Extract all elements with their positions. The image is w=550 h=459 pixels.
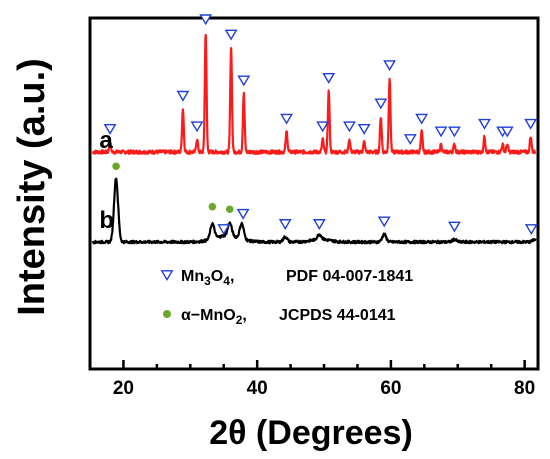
plot-frame bbox=[88, 16, 540, 371]
legend-ref-amno2: JCPDS 44-0141 bbox=[279, 307, 396, 324]
mn3o4-peak-marker bbox=[199, 14, 213, 26]
x-axis-title: 2θ (Degrees) bbox=[209, 414, 413, 452]
mn3o4-peak-marker bbox=[374, 98, 388, 110]
mn3o4-peak-marker bbox=[524, 118, 538, 130]
mn3o4-peak-marker bbox=[217, 224, 231, 236]
mn3o4-peak-marker bbox=[237, 75, 251, 87]
mn3o4-peak-marker bbox=[316, 121, 330, 133]
subscript: 3 bbox=[204, 274, 211, 288]
subscript: 4 bbox=[223, 274, 230, 288]
amno2-peak-marker bbox=[112, 162, 120, 171]
formula-part: O bbox=[211, 268, 223, 285]
legend-triangle-icon bbox=[160, 270, 174, 282]
series-line-b bbox=[91, 177, 537, 245]
mn3o4-peak-marker bbox=[176, 90, 190, 102]
legend-label-mn3o4: Mn3O4, bbox=[181, 268, 234, 288]
mn3o4-peak-marker bbox=[190, 121, 204, 133]
formula-part: α−MnO bbox=[181, 307, 236, 324]
series-line-a bbox=[92, 33, 537, 155]
mn3o4-peak-marker bbox=[103, 123, 117, 135]
x-tick-label: 80 bbox=[514, 378, 535, 399]
subscript: 2 bbox=[236, 313, 243, 327]
mn3o4-peak-marker bbox=[500, 126, 514, 138]
mn3o4-peak-marker bbox=[447, 221, 461, 233]
mn3o4-peak-marker bbox=[524, 224, 538, 236]
series-label-b: b bbox=[99, 207, 114, 234]
formula-part: , bbox=[230, 268, 234, 285]
mn3o4-peak-marker bbox=[236, 208, 250, 220]
mn3o4-peak-marker bbox=[383, 60, 396, 72]
legend-ref-mn3o4: PDF 04-007-1841 bbox=[286, 268, 413, 285]
amno2-peak-marker bbox=[225, 205, 234, 214]
formula-part: , bbox=[242, 307, 246, 324]
x-tick-label: 60 bbox=[380, 378, 401, 399]
mn3o4-peak-marker bbox=[415, 113, 429, 125]
mn3o4-peak-marker bbox=[377, 216, 391, 228]
legend-label-amno2: α−MnO2, bbox=[181, 307, 247, 327]
mn3o4-peak-marker bbox=[278, 219, 292, 230]
mn3o4-peak-marker bbox=[357, 123, 371, 135]
formula-part: Mn bbox=[181, 268, 204, 285]
mn3o4-peak-marker bbox=[224, 29, 238, 41]
mn3o4-peak-marker bbox=[478, 118, 491, 130]
x-tick-label: 40 bbox=[247, 378, 268, 399]
mn3o4-peak-marker bbox=[447, 126, 461, 138]
mn3o4-peak-marker bbox=[403, 134, 417, 146]
mn3o4-peak-marker bbox=[312, 219, 326, 230]
mn3o4-peak-marker bbox=[343, 121, 356, 133]
legend-dot-icon bbox=[163, 310, 171, 318]
y-axis-title: Intensity (a.u.) bbox=[11, 58, 53, 316]
mn3o4-peak-marker bbox=[322, 72, 336, 84]
mn3o4-peak-marker bbox=[280, 113, 294, 125]
mn3o4-peak-marker bbox=[434, 126, 448, 138]
x-tick-label: 20 bbox=[113, 378, 134, 399]
amno2-peak-marker bbox=[208, 202, 217, 211]
